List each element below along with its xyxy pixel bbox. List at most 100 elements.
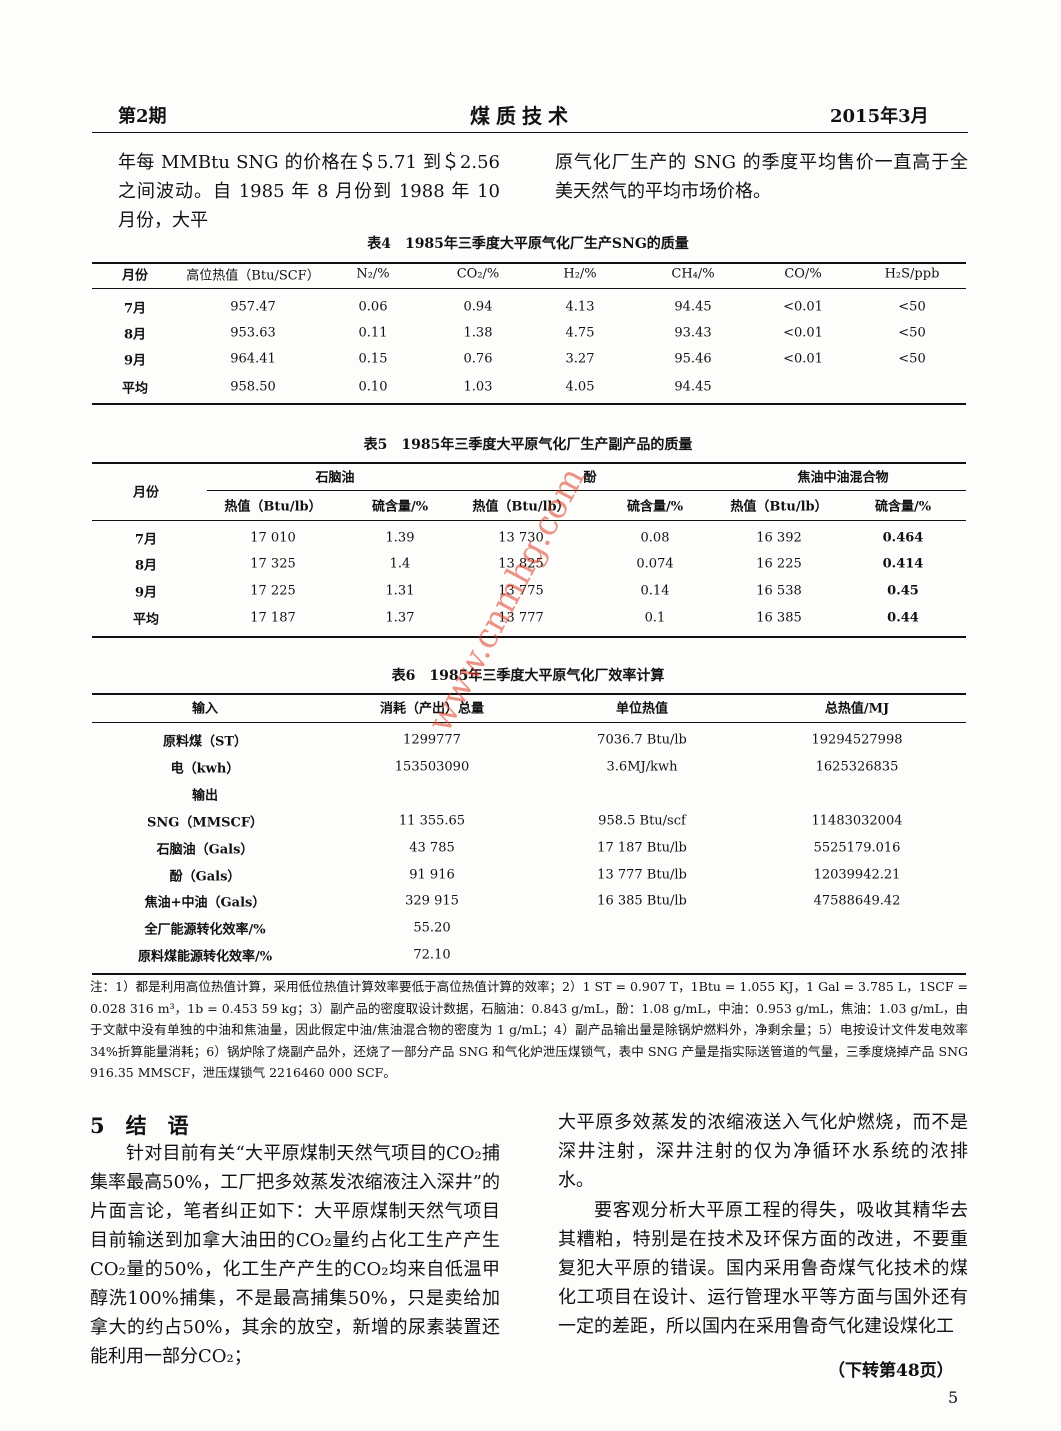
table-header: 高位热值（Btu/SCF） [186, 268, 320, 284]
table-cell: 0.45 [887, 583, 919, 599]
table-rule [207, 490, 966, 491]
journal: 煤质技术 [470, 104, 574, 128]
table-cell: 329 915 [405, 893, 459, 909]
table-header: CO₂/% [456, 266, 500, 282]
table-cell: 19294527998 [811, 732, 903, 748]
table-cell: 平均 [132, 612, 160, 628]
table-cell: 0.10 [358, 379, 388, 395]
table-rule [92, 973, 966, 975]
table-header: 硫含量/% [626, 499, 684, 515]
table-cell: <0.01 [783, 299, 823, 315]
table-cell: 0.44 [887, 610, 919, 626]
table-cell: 17 187 Btu/lb [597, 840, 687, 856]
table-header: CH₄/% [671, 266, 715, 282]
table-cell: 0.76 [463, 351, 493, 367]
table-header: 月份 [132, 485, 160, 501]
table-rule [92, 520, 966, 521]
table-cell: 13 825 [498, 556, 544, 572]
table-cell: 8月 [134, 558, 158, 574]
header-rule [92, 132, 968, 133]
table-cell: 17 225 [250, 583, 296, 599]
table-rule [92, 262, 966, 264]
table-header: 月份 [121, 268, 149, 284]
table-cell: 13 777 [498, 610, 544, 626]
issue: 第2期 [118, 106, 167, 127]
table-cell: 958.50 [230, 379, 276, 395]
table-cell: 16 225 [756, 556, 802, 572]
table-rule [92, 462, 966, 464]
table-group-header: 酚 [583, 470, 597, 486]
table-cell: 4.05 [565, 379, 595, 395]
table-cell: 16 392 [756, 530, 802, 546]
table-cell: <0.01 [783, 351, 823, 367]
table-cell: 焦油+中油（Gals） [144, 895, 266, 911]
table-cell: 43 785 [409, 840, 455, 856]
table-rule [92, 403, 966, 405]
table-cell: 7月 [123, 301, 147, 317]
table-cell: 5525179.016 [813, 840, 901, 856]
table-cell: 94.45 [674, 379, 712, 395]
table-cell: 958.5 Btu/scf [598, 813, 686, 829]
intro-right: 原气化厂生产的 SNG 的季度平均售价一直高于全美天然气的平均市场价格。 [555, 152, 968, 202]
section-heading: 5 结 语 [90, 1113, 189, 1138]
table-cell: 17 010 [250, 530, 296, 546]
table-cell: 55.20 [413, 920, 451, 936]
table-cell: 全厂能源转化效率/% [144, 922, 266, 938]
table-cell: 13 777 Btu/lb [597, 867, 687, 882]
table-title: 表5 1985年三季度大平原气化厂生产副产品的质量 [363, 437, 693, 453]
table-cell: 94.45 [674, 299, 712, 315]
table-rule [92, 288, 966, 289]
table-rule [92, 693, 966, 695]
table-cell: 12039942.21 [813, 867, 901, 882]
table-cell: 4.75 [565, 325, 595, 341]
table-cell: 72.10 [413, 947, 451, 963]
table-cell: 1.37 [385, 610, 415, 626]
table-cell: 8月 [123, 327, 147, 343]
table-cell: 电（kwh） [170, 761, 240, 777]
page-number: 5 [948, 1388, 959, 1407]
section-right-paragraph: 大平原多效蒸发的浓缩液送入气化炉燃烧，而不是深井注射，深井注射的仅为净循环水系统… [558, 1112, 968, 1191]
table-cell: 3.6MJ/kwh [606, 759, 678, 775]
table-cell: 酚（Gals） [169, 869, 241, 884]
table-cell: 91 916 [409, 867, 455, 882]
table-cell: 17 187 [250, 610, 296, 626]
table-header: 单位热值 [615, 701, 669, 717]
table-cell: 7月 [134, 532, 158, 548]
table-cell: SNG（MMSCF） [146, 815, 264, 831]
table-cell: 13 775 [498, 583, 544, 599]
table-cell: 0.464 [882, 530, 924, 546]
table-header: 热值（Btu/lb） [472, 499, 570, 515]
table-cell: 1.03 [463, 379, 493, 395]
table-cell: 1.38 [463, 325, 493, 341]
table-cell: 17 325 [250, 556, 296, 572]
table-cell: 输出 [191, 788, 219, 804]
table-cell: 平均 [121, 381, 149, 397]
table-cell: 93.43 [674, 325, 712, 341]
table-cell: 0.074 [636, 556, 674, 572]
table-header: 硫含量/% [874, 499, 932, 515]
date: 2015年3月 [830, 106, 929, 127]
table-rule [92, 636, 966, 638]
table-cell: 16 538 [756, 583, 802, 599]
table-cell: 原料煤（ST） [162, 734, 248, 750]
table-header: N₂/% [356, 266, 390, 282]
table-cell: 11483032004 [811, 813, 903, 829]
section-left-paragraph: 针对目前有关“大平原煤制天然气项目的CO₂捕集率最高50%，工厂把多效蒸发浓缩液… [90, 1143, 500, 1367]
table-cell: 3.27 [565, 351, 595, 367]
table-header: 输入 [191, 701, 219, 717]
table-cell: 0.94 [463, 299, 493, 315]
table-cell: 95.46 [674, 351, 712, 367]
table-cell: <50 [898, 299, 926, 315]
table-cell: <50 [898, 325, 926, 341]
table-cell: 原料煤能源转化效率/% [137, 949, 273, 965]
table-title: 表6 1985年三季度大平原气化厂效率计算 [391, 668, 665, 684]
table-cell: 1.4 [389, 556, 411, 572]
table-cell: 4.13 [565, 299, 595, 315]
table-cell: 0.11 [358, 325, 388, 341]
table-cell: 石脑油（Gals） [156, 842, 254, 858]
table-title: 表4 1985年三季度大平原气化厂生产SNG的质量 [367, 236, 689, 252]
section-right-paragraph: 要客观分析大平原工程的得失，吸收其精华去其糟粕，特别是在技术及环保方面的改进，不… [558, 1200, 968, 1337]
table-cell: 1299777 [403, 732, 461, 748]
table-group-header: 石脑油 [315, 470, 355, 486]
